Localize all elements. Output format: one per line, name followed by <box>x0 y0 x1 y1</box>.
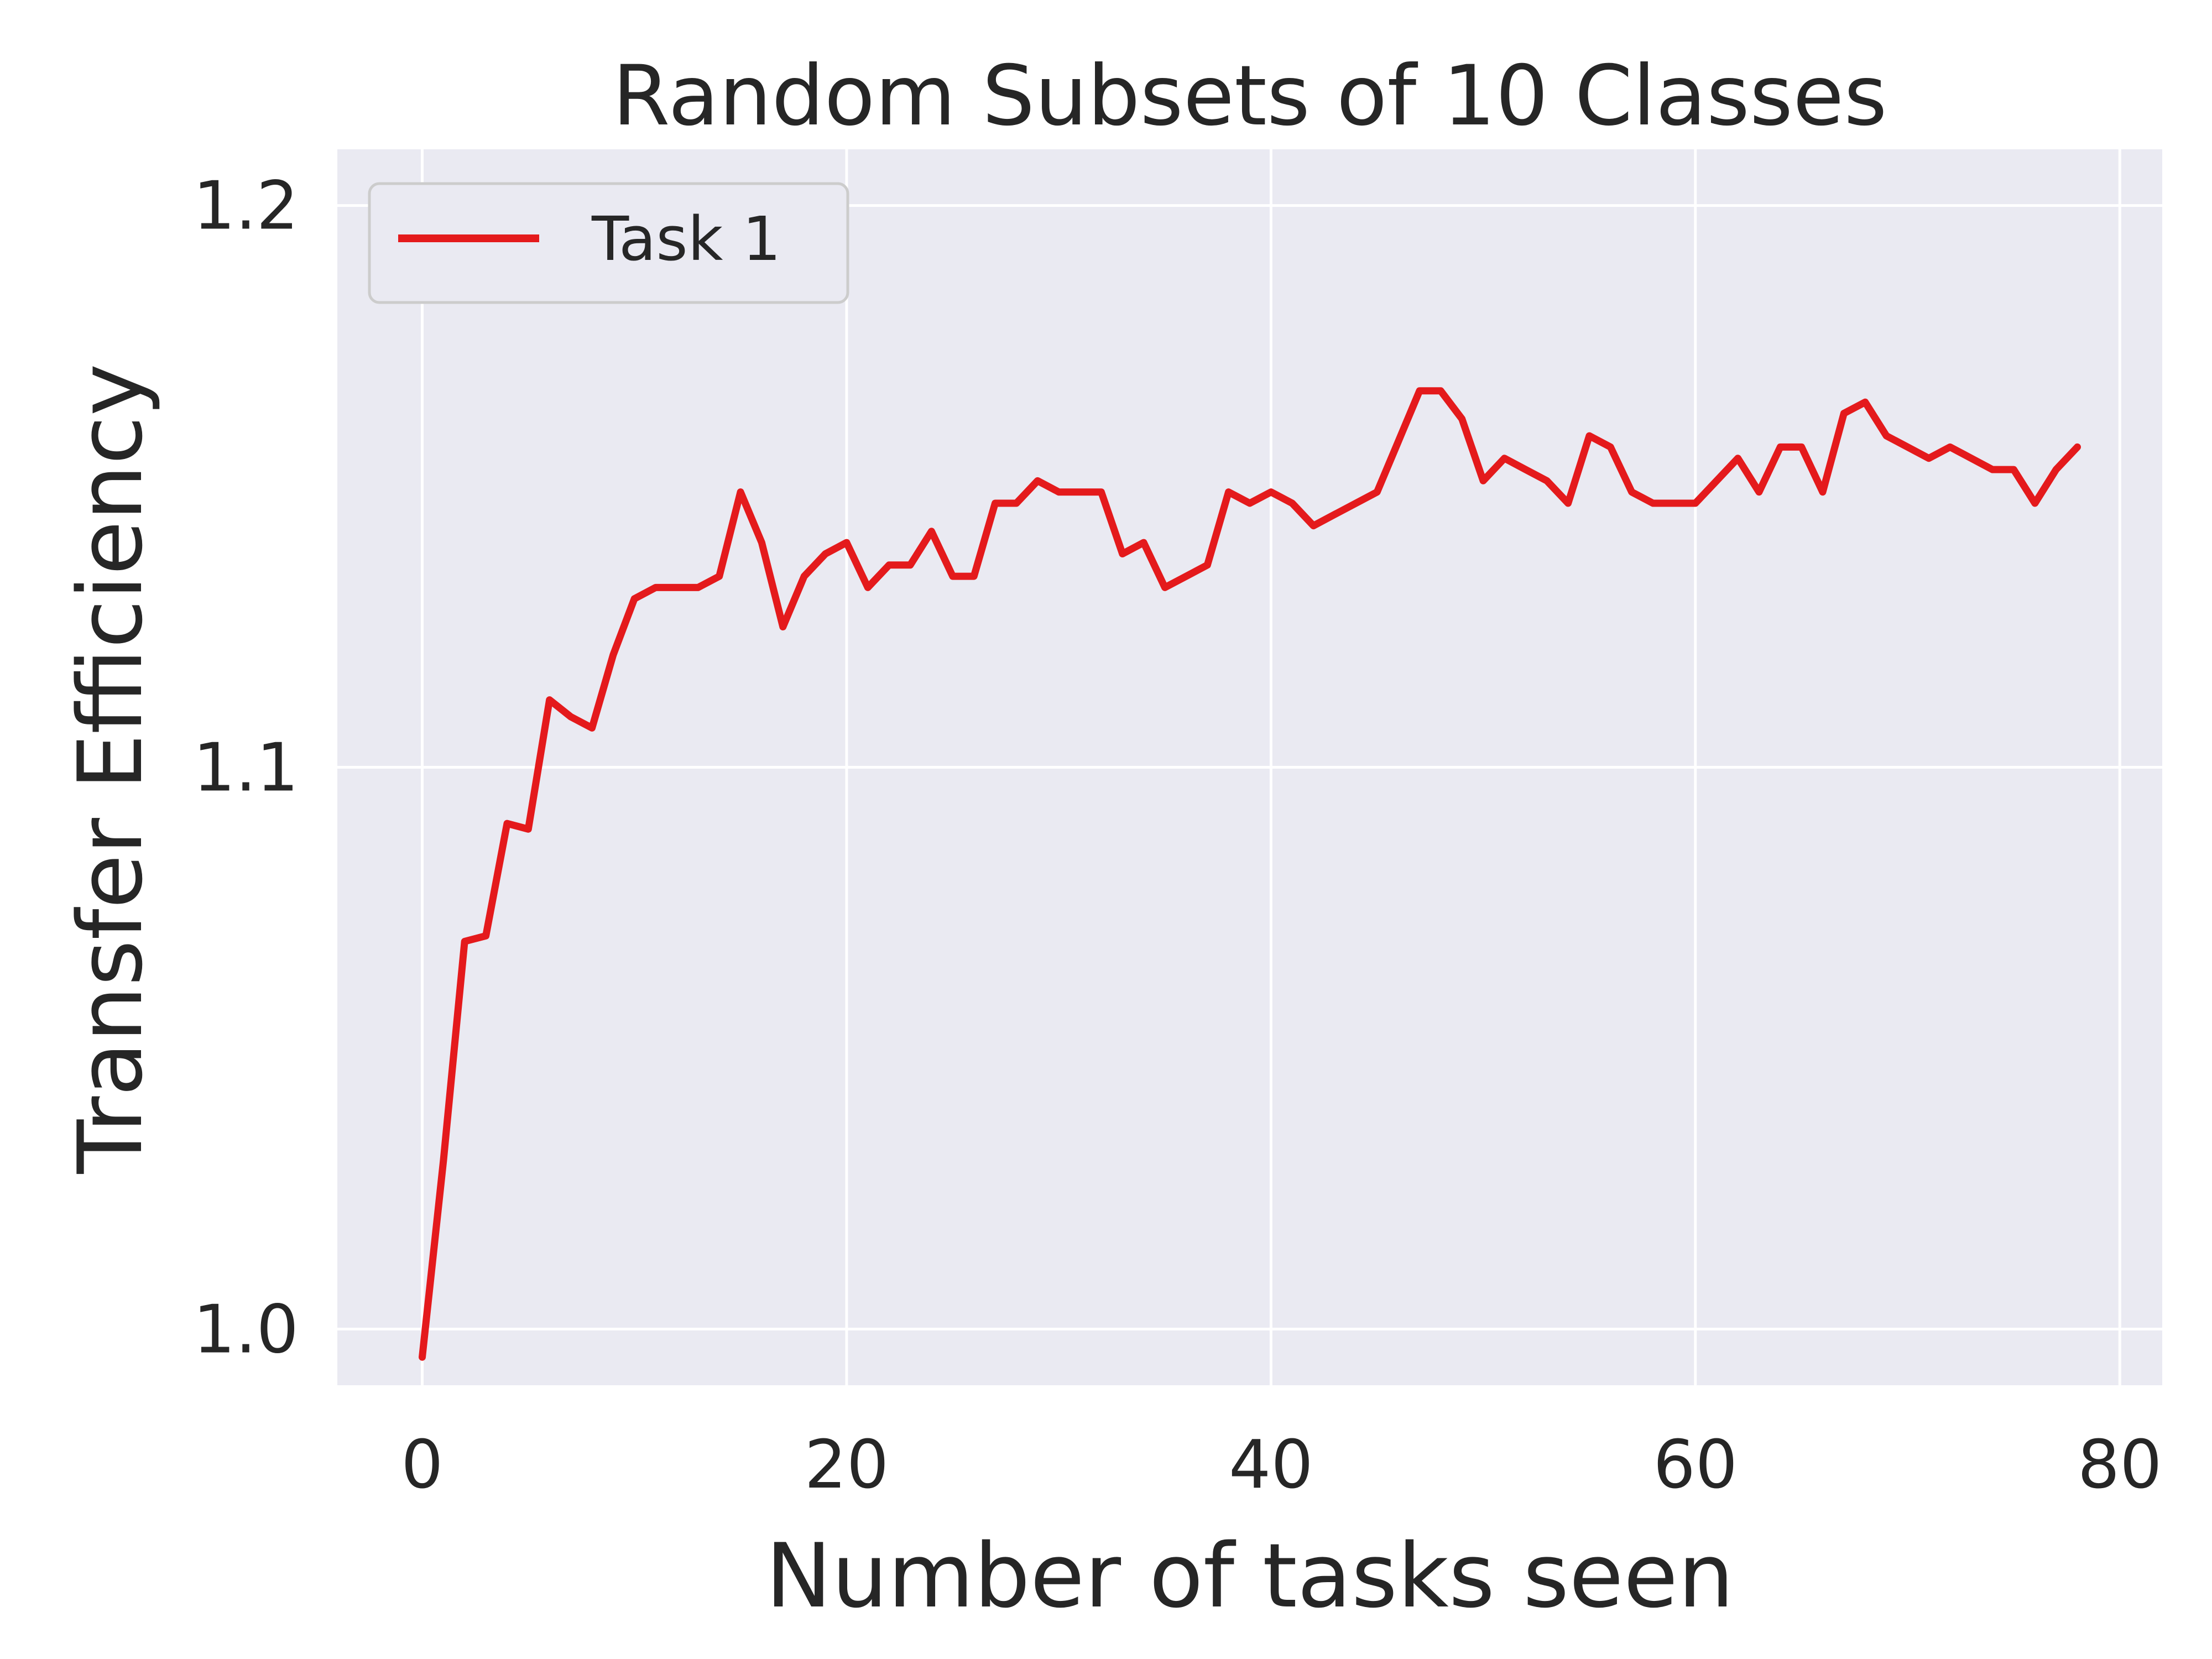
legend: Task 1 <box>368 182 849 304</box>
series-line-task-1 <box>419 387 2081 1361</box>
x-tick-label: 60 <box>1653 1427 1738 1504</box>
x-tick-labels: 0 20 40 60 80 <box>401 1427 2162 1504</box>
y-axis-title: Transfer Efficiency <box>59 364 162 1175</box>
legend-box <box>368 182 849 304</box>
y-tick-label: 1.2 <box>193 168 299 245</box>
x-tick-label: 20 <box>805 1427 889 1504</box>
y-tick-label: 1.1 <box>193 730 299 807</box>
y-tick-labels: 1.0 1.1 1.2 <box>193 168 299 1369</box>
series-group <box>419 387 2081 1361</box>
x-tick-label: 0 <box>401 1427 443 1504</box>
y-tick-label: 1.0 <box>193 1291 299 1368</box>
chart-title: Random Subsets of 10 Classes <box>612 48 1887 144</box>
x-tick-label: 40 <box>1229 1427 1313 1504</box>
legend-label-task-1: Task 1 <box>591 204 781 274</box>
x-axis-title: Number of tasks seen <box>765 1524 1734 1627</box>
x-tick-label: 80 <box>2078 1427 2162 1504</box>
